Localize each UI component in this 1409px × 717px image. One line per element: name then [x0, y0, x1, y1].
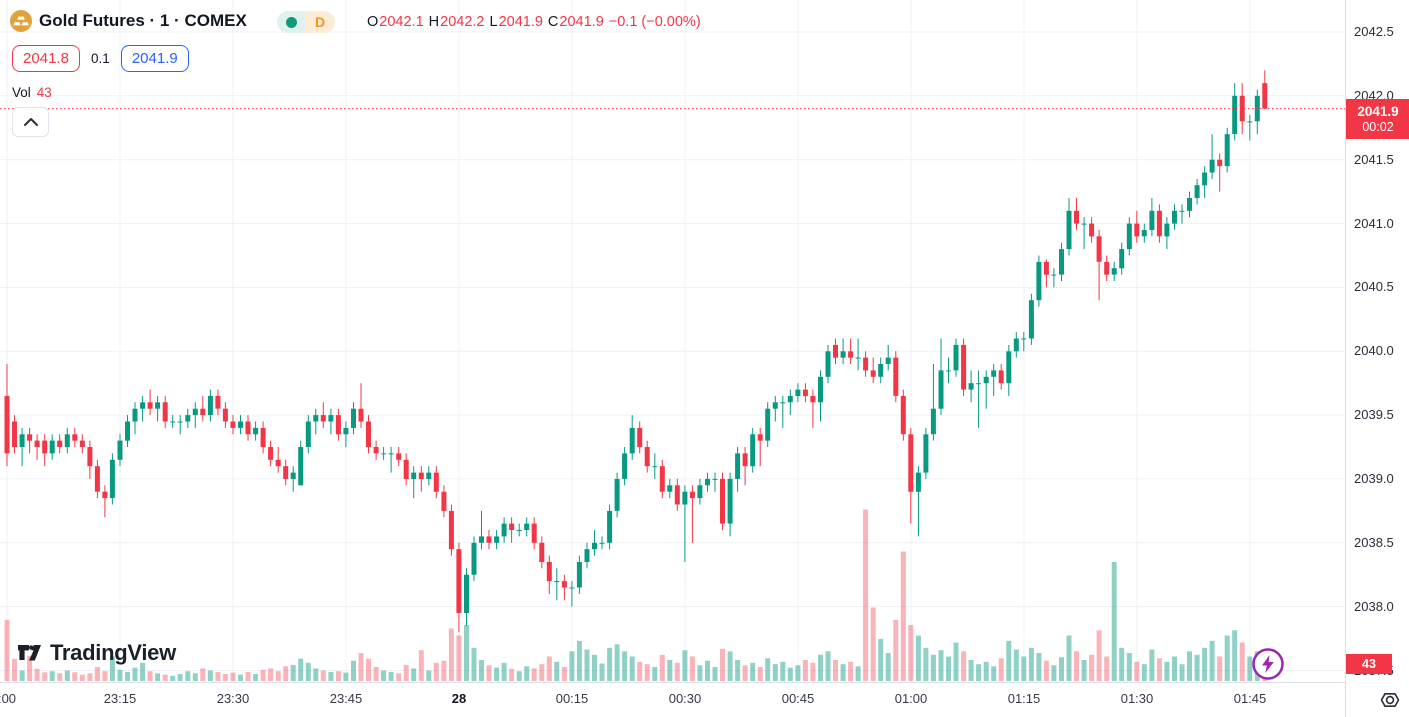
time-tick-label: 00:15 — [555, 691, 589, 706]
volume-axis-badge: 43 — [1346, 654, 1392, 674]
interval-badge[interactable]: D — [305, 11, 335, 33]
tradingview-logo[interactable]: TradingView — [16, 640, 176, 666]
price-axis[interactable]: 2041.9 00:02 43 2042.5 2042.0 2041.5 2041.0… — [1345, 0, 1409, 717]
gold-futures-icon — [10, 10, 32, 32]
market-status-pill[interactable] — [277, 11, 305, 33]
change-value: −0.1 (−0.00%) — [608, 14, 701, 30]
price-tick-label: 2039.0 — [1354, 471, 1394, 486]
price-tick-label: 2040.5 — [1354, 279, 1394, 294]
symbol-legend[interactable]: Gold Futures · 1 · COMEX — [10, 10, 247, 32]
price-tick-label: 2038.0 — [1354, 599, 1394, 614]
buy-ask-button[interactable]: 2041.9 — [120, 45, 189, 72]
volume-value: 43 — [36, 85, 52, 100]
timezone-settings-button[interactable] — [1378, 688, 1402, 712]
time-tick-label: 23:45 — [329, 691, 363, 706]
low-value: 2041.9 — [498, 14, 543, 30]
volume-label: Vol — [12, 85, 31, 100]
time-tick-label: 01:30 — [1120, 691, 1154, 706]
time-tick-label: 23:15 — [103, 691, 137, 706]
symbol-title[interactable]: Gold Futures · 1 · COMEX — [39, 11, 247, 30]
time-axis[interactable]: :00 23:15 23:30 23:45 28 00:15 00:30 00:45 01:00… — [0, 682, 1345, 717]
tradingview-logo-text: TradingView — [50, 640, 176, 665]
sell-bid-button[interactable]: 2041.8 — [12, 45, 80, 72]
time-tick-label: 00:45 — [781, 691, 815, 706]
current-price-value: 2041.9 — [1357, 104, 1399, 119]
price-tick-label: 2040.0 — [1354, 343, 1394, 358]
price-tick-label: 2042.5 — [1354, 24, 1394, 39]
close-value: 2041.9 — [559, 14, 604, 30]
price-tick-label: 2039.5 — [1354, 407, 1394, 422]
high-label: H — [428, 14, 440, 30]
interval-group: D — [277, 11, 335, 33]
spread-value: 0.1 — [91, 51, 110, 66]
collapse-legend-button[interactable] — [12, 107, 49, 137]
time-tick-label: 28 — [451, 691, 467, 706]
gear-icon — [1380, 693, 1400, 707]
green-dot-icon — [285, 16, 297, 28]
price-tick-label: 2041.5 — [1354, 152, 1394, 167]
open-label: O — [367, 14, 379, 30]
price-tick-label: 2041.0 — [1354, 216, 1394, 231]
tradingview-logo-icon — [18, 645, 41, 661]
time-tick-label: 01:15 — [1007, 691, 1041, 706]
time-tick-label: 01:00 — [894, 691, 928, 706]
low-label: L — [489, 14, 498, 30]
ohlc-legend: O 2042.1 H 2042.2 L 2041.9 C 2041.9 −0.1 (−0… — [367, 14, 701, 30]
chevron-up-icon — [23, 118, 38, 126]
time-tick-label: :00 — [0, 691, 17, 706]
time-tick-label: 01:45 — [1233, 691, 1267, 706]
close-label: C — [547, 14, 559, 30]
bid-ask-row: 2041.8 0.1 2041.9 — [12, 45, 189, 72]
instant-trading-button[interactable] — [1251, 647, 1285, 681]
bar-countdown: 00:02 — [1362, 120, 1394, 134]
time-tick-label: 23:30 — [216, 691, 250, 706]
high-value: 2042.2 — [440, 14, 485, 30]
volume-legend[interactable]: Vol 43 — [12, 85, 52, 100]
lightning-bolt-icon — [1252, 648, 1284, 680]
time-tick-label: 00:30 — [668, 691, 702, 706]
current-price-label: 2041.9 00:02 — [1346, 99, 1409, 139]
price-tick-label: 2038.5 — [1354, 535, 1394, 550]
open-value: 2042.1 — [379, 14, 424, 30]
